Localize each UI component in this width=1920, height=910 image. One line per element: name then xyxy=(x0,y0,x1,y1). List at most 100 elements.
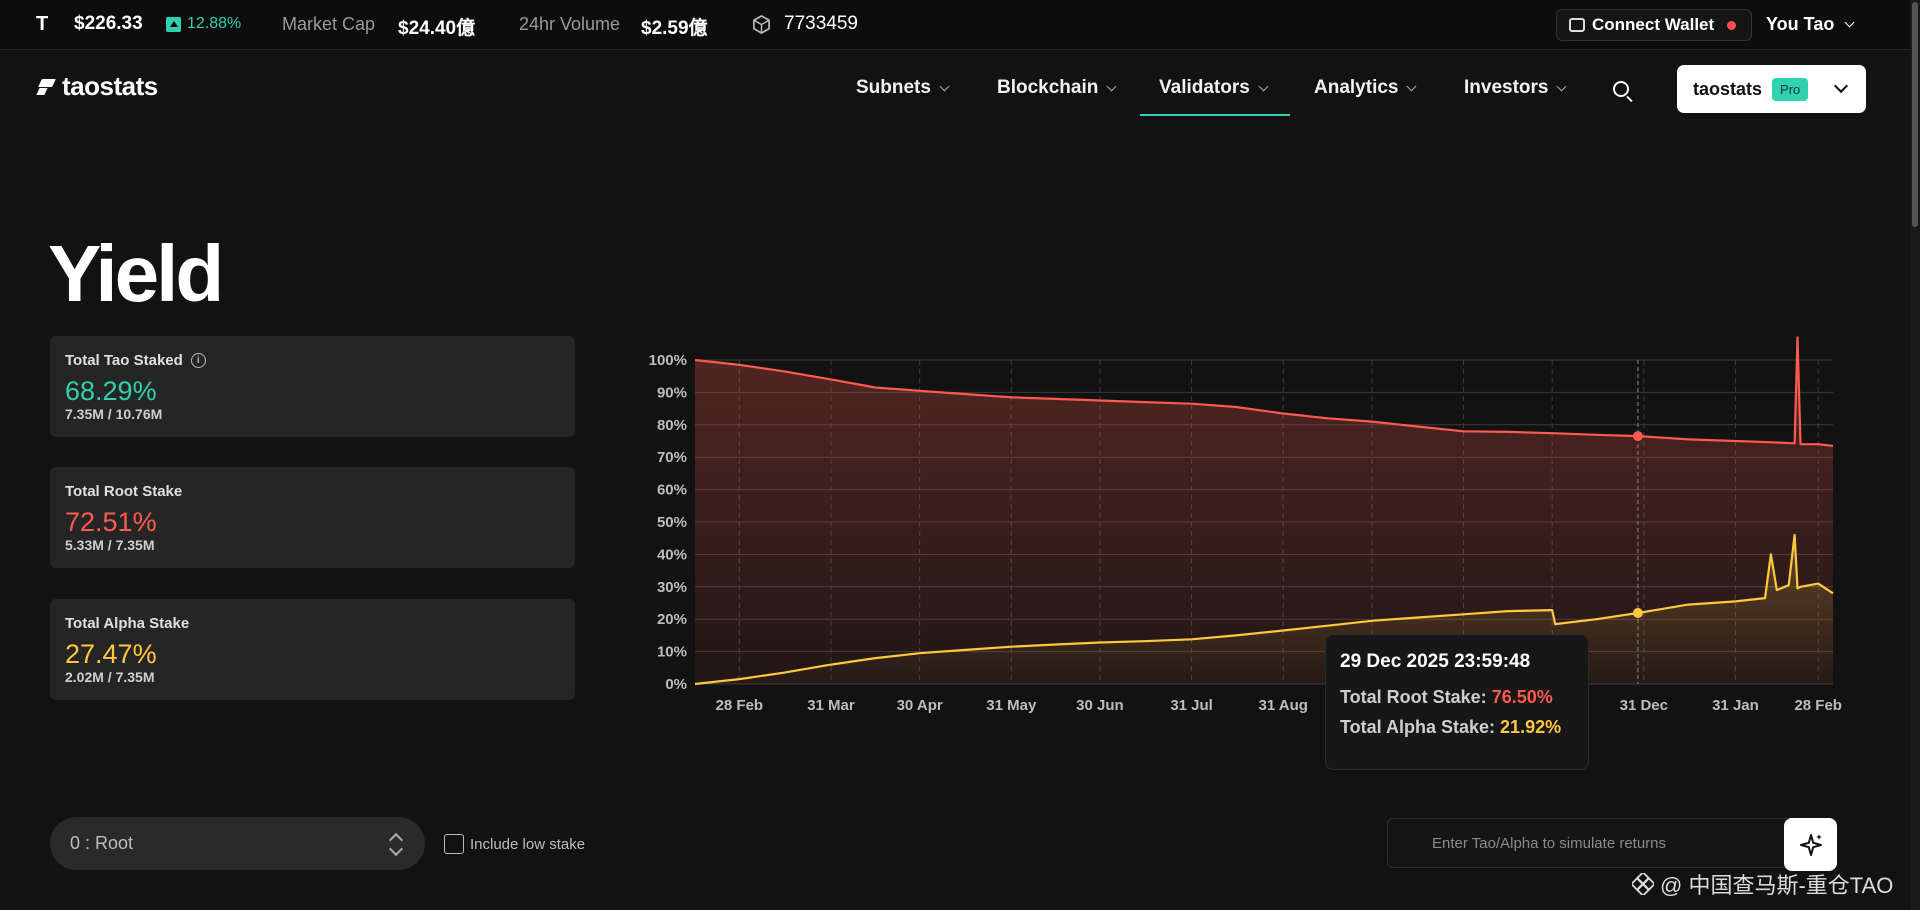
page-scrollbar[interactable] xyxy=(1910,0,1920,910)
nav-investors[interactable]: Investors xyxy=(1464,77,1567,99)
tooltip-root-row: Total Root Stake: 76.50% xyxy=(1340,687,1574,708)
y-tick-label: 40% xyxy=(657,546,687,563)
nav-subnets[interactable]: Subnets xyxy=(856,77,950,99)
x-tick-label: 31 Aug xyxy=(1258,697,1307,714)
active-tab-indicator xyxy=(1140,114,1290,116)
tao-price: $226.33 xyxy=(74,13,143,34)
taostats-logo[interactable]: taostats xyxy=(40,71,158,102)
tooltip-root-label: Total Root Stake: xyxy=(1340,687,1487,707)
card-subvalue: 2.02M / 7.35M xyxy=(65,669,155,685)
up-arrow-icon xyxy=(166,16,181,32)
x-tick-label: 30 Jun xyxy=(1076,697,1124,714)
tooltip-alpha-row: Total Alpha Stake: 21.92% xyxy=(1340,717,1574,738)
include-low-stake-checkbox[interactable] xyxy=(444,834,464,854)
y-tick-label: 60% xyxy=(657,482,687,499)
logo-text: taostats xyxy=(62,71,158,101)
price-change: 12.88% xyxy=(166,15,241,33)
nav-investors-label: Investors xyxy=(1464,77,1549,98)
y-tick-label: 70% xyxy=(657,449,687,466)
chevron-down-icon xyxy=(1834,78,1849,94)
tooltip-alpha-label: Total Alpha Stake: xyxy=(1340,717,1496,737)
nav-blockchain-label: Blockchain xyxy=(997,77,1099,98)
card-subvalue: 5.33M / 7.35M xyxy=(65,537,155,553)
y-tick-label: 100% xyxy=(649,352,687,369)
y-tick-label: 50% xyxy=(657,514,687,531)
x-tick-label: 31 Mar xyxy=(807,697,855,714)
x-tick-label: 31 Jan xyxy=(1712,697,1759,714)
card-value: 72.51% xyxy=(65,507,157,537)
card-total-tao-staked: Total Tao Staked i 68.29% 7.35M / 10.76M xyxy=(50,336,575,437)
connect-wallet-button[interactable]: Connect Wallet xyxy=(1556,9,1752,41)
ticker-bar: T $226.33 12.88% Market Cap $24.40億 24hr… xyxy=(0,0,1910,50)
card-title: Total Tao Staked xyxy=(65,352,183,369)
chevron-down-icon xyxy=(1557,81,1567,91)
connect-wallet-label: Connect Wallet xyxy=(1592,15,1715,34)
account-menu-button[interactable]: taostats Pro xyxy=(1677,65,1866,113)
main-nav: taostats Subnets Blockchain Validators A… xyxy=(0,51,1910,116)
chevron-down-icon xyxy=(1407,81,1417,91)
yield-chart[interactable]: 100% 90% 80% 70% 60% 50% 40% 30% 20% 10% 0% 28 Feb 3… xyxy=(620,320,1850,730)
scrollbar-thumb[interactable] xyxy=(1912,2,1918,227)
card-total-alpha-stake: Total Alpha Stake 27.47% 2.02M / 7.35M xyxy=(50,599,575,700)
tooltip-date: 29 Dec 2025 23:59:48 xyxy=(1340,651,1531,672)
nav-blockchain[interactable]: Blockchain xyxy=(997,77,1117,99)
binance-diamond-icon xyxy=(1632,873,1654,895)
x-tick-label: 31 Jul xyxy=(1170,697,1213,714)
watermark: @ 中国查马斯-重仓TAO xyxy=(1632,868,1893,900)
page-title: Yield xyxy=(48,229,224,318)
y-tick-label: 30% xyxy=(657,579,687,596)
nav-validators-label: Validators xyxy=(1159,77,1250,98)
tooltip-root-value: 76.50% xyxy=(1491,687,1553,707)
chevron-down-icon xyxy=(1106,81,1117,91)
market-cap-value: $24.40億 xyxy=(398,18,476,39)
y-tick-label: 20% xyxy=(657,611,687,628)
nav-analytics[interactable]: Analytics xyxy=(1314,77,1417,99)
root-stake-line xyxy=(694,336,1834,447)
sparkle-icon xyxy=(1799,833,1822,856)
y-tick-label: 80% xyxy=(657,417,687,434)
chevron-down-icon xyxy=(1844,17,1855,28)
card-title-row: Total Tao Staked i xyxy=(65,352,560,369)
ai-assistant-button[interactable] xyxy=(1784,818,1837,871)
nav-subnets-label: Subnets xyxy=(856,77,931,98)
info-icon[interactable]: i xyxy=(190,353,206,368)
watermark-text: @ 中国查马斯-重仓TAO xyxy=(1660,873,1894,898)
card-title-row: Total Alpha Stake xyxy=(65,615,560,632)
alpha-stake-line xyxy=(694,533,1834,686)
alpha-stake-hover-point xyxy=(1632,607,1643,618)
x-tick-label: 31 Dec xyxy=(1620,697,1668,714)
status-dot xyxy=(1727,20,1737,30)
search-icon[interactable] xyxy=(1613,81,1629,97)
nav-analytics-label: Analytics xyxy=(1314,77,1399,98)
root-stake-hover-point xyxy=(1632,431,1643,442)
x-tick-label: 28 Feb xyxy=(716,697,764,714)
tao-symbol: T xyxy=(36,13,49,35)
x-tick-label: 31 May xyxy=(986,697,1037,714)
volume-label: 24hr Volume xyxy=(519,14,621,34)
logo-mark-icon xyxy=(40,79,56,95)
y-tick-label: 10% xyxy=(657,644,687,661)
card-value: 68.29% xyxy=(65,376,157,406)
account-label: taostats xyxy=(1693,78,1763,99)
card-title-row: Total Root Stake xyxy=(65,483,560,500)
user-menu[interactable]: You Tao xyxy=(1766,14,1855,35)
card-title: Total Alpha Stake xyxy=(65,615,190,632)
wallet-icon xyxy=(1569,18,1585,32)
chart-tooltip: 29 Dec 2025 23:59:48 Total Root Stake: 7… xyxy=(1325,634,1589,770)
include-low-stake-toggle[interactable]: Include low stake xyxy=(444,834,585,854)
price-change-value: 12.88% xyxy=(187,15,242,32)
block-number: 7733459 xyxy=(784,13,858,34)
chevron-down-icon xyxy=(939,81,950,91)
tooltip-alpha-value: 21.92% xyxy=(1500,717,1562,737)
y-tick-label: 0% xyxy=(665,676,687,693)
subnet-select[interactable]: 0 : Root xyxy=(50,817,425,870)
y-tick-label: 90% xyxy=(657,384,687,401)
card-subvalue: 7.35M / 10.76M xyxy=(65,406,163,422)
card-total-root-stake: Total Root Stake 72.51% 5.33M / 7.35M xyxy=(50,467,575,568)
pro-badge: Pro xyxy=(1772,77,1809,101)
include-low-stake-label: Include low stake xyxy=(470,835,586,853)
chevron-down-icon xyxy=(1258,81,1269,91)
select-arrows-icon xyxy=(389,832,403,856)
nav-validators[interactable]: Validators xyxy=(1159,77,1269,99)
simulate-returns-input[interactable] xyxy=(1387,818,1795,868)
